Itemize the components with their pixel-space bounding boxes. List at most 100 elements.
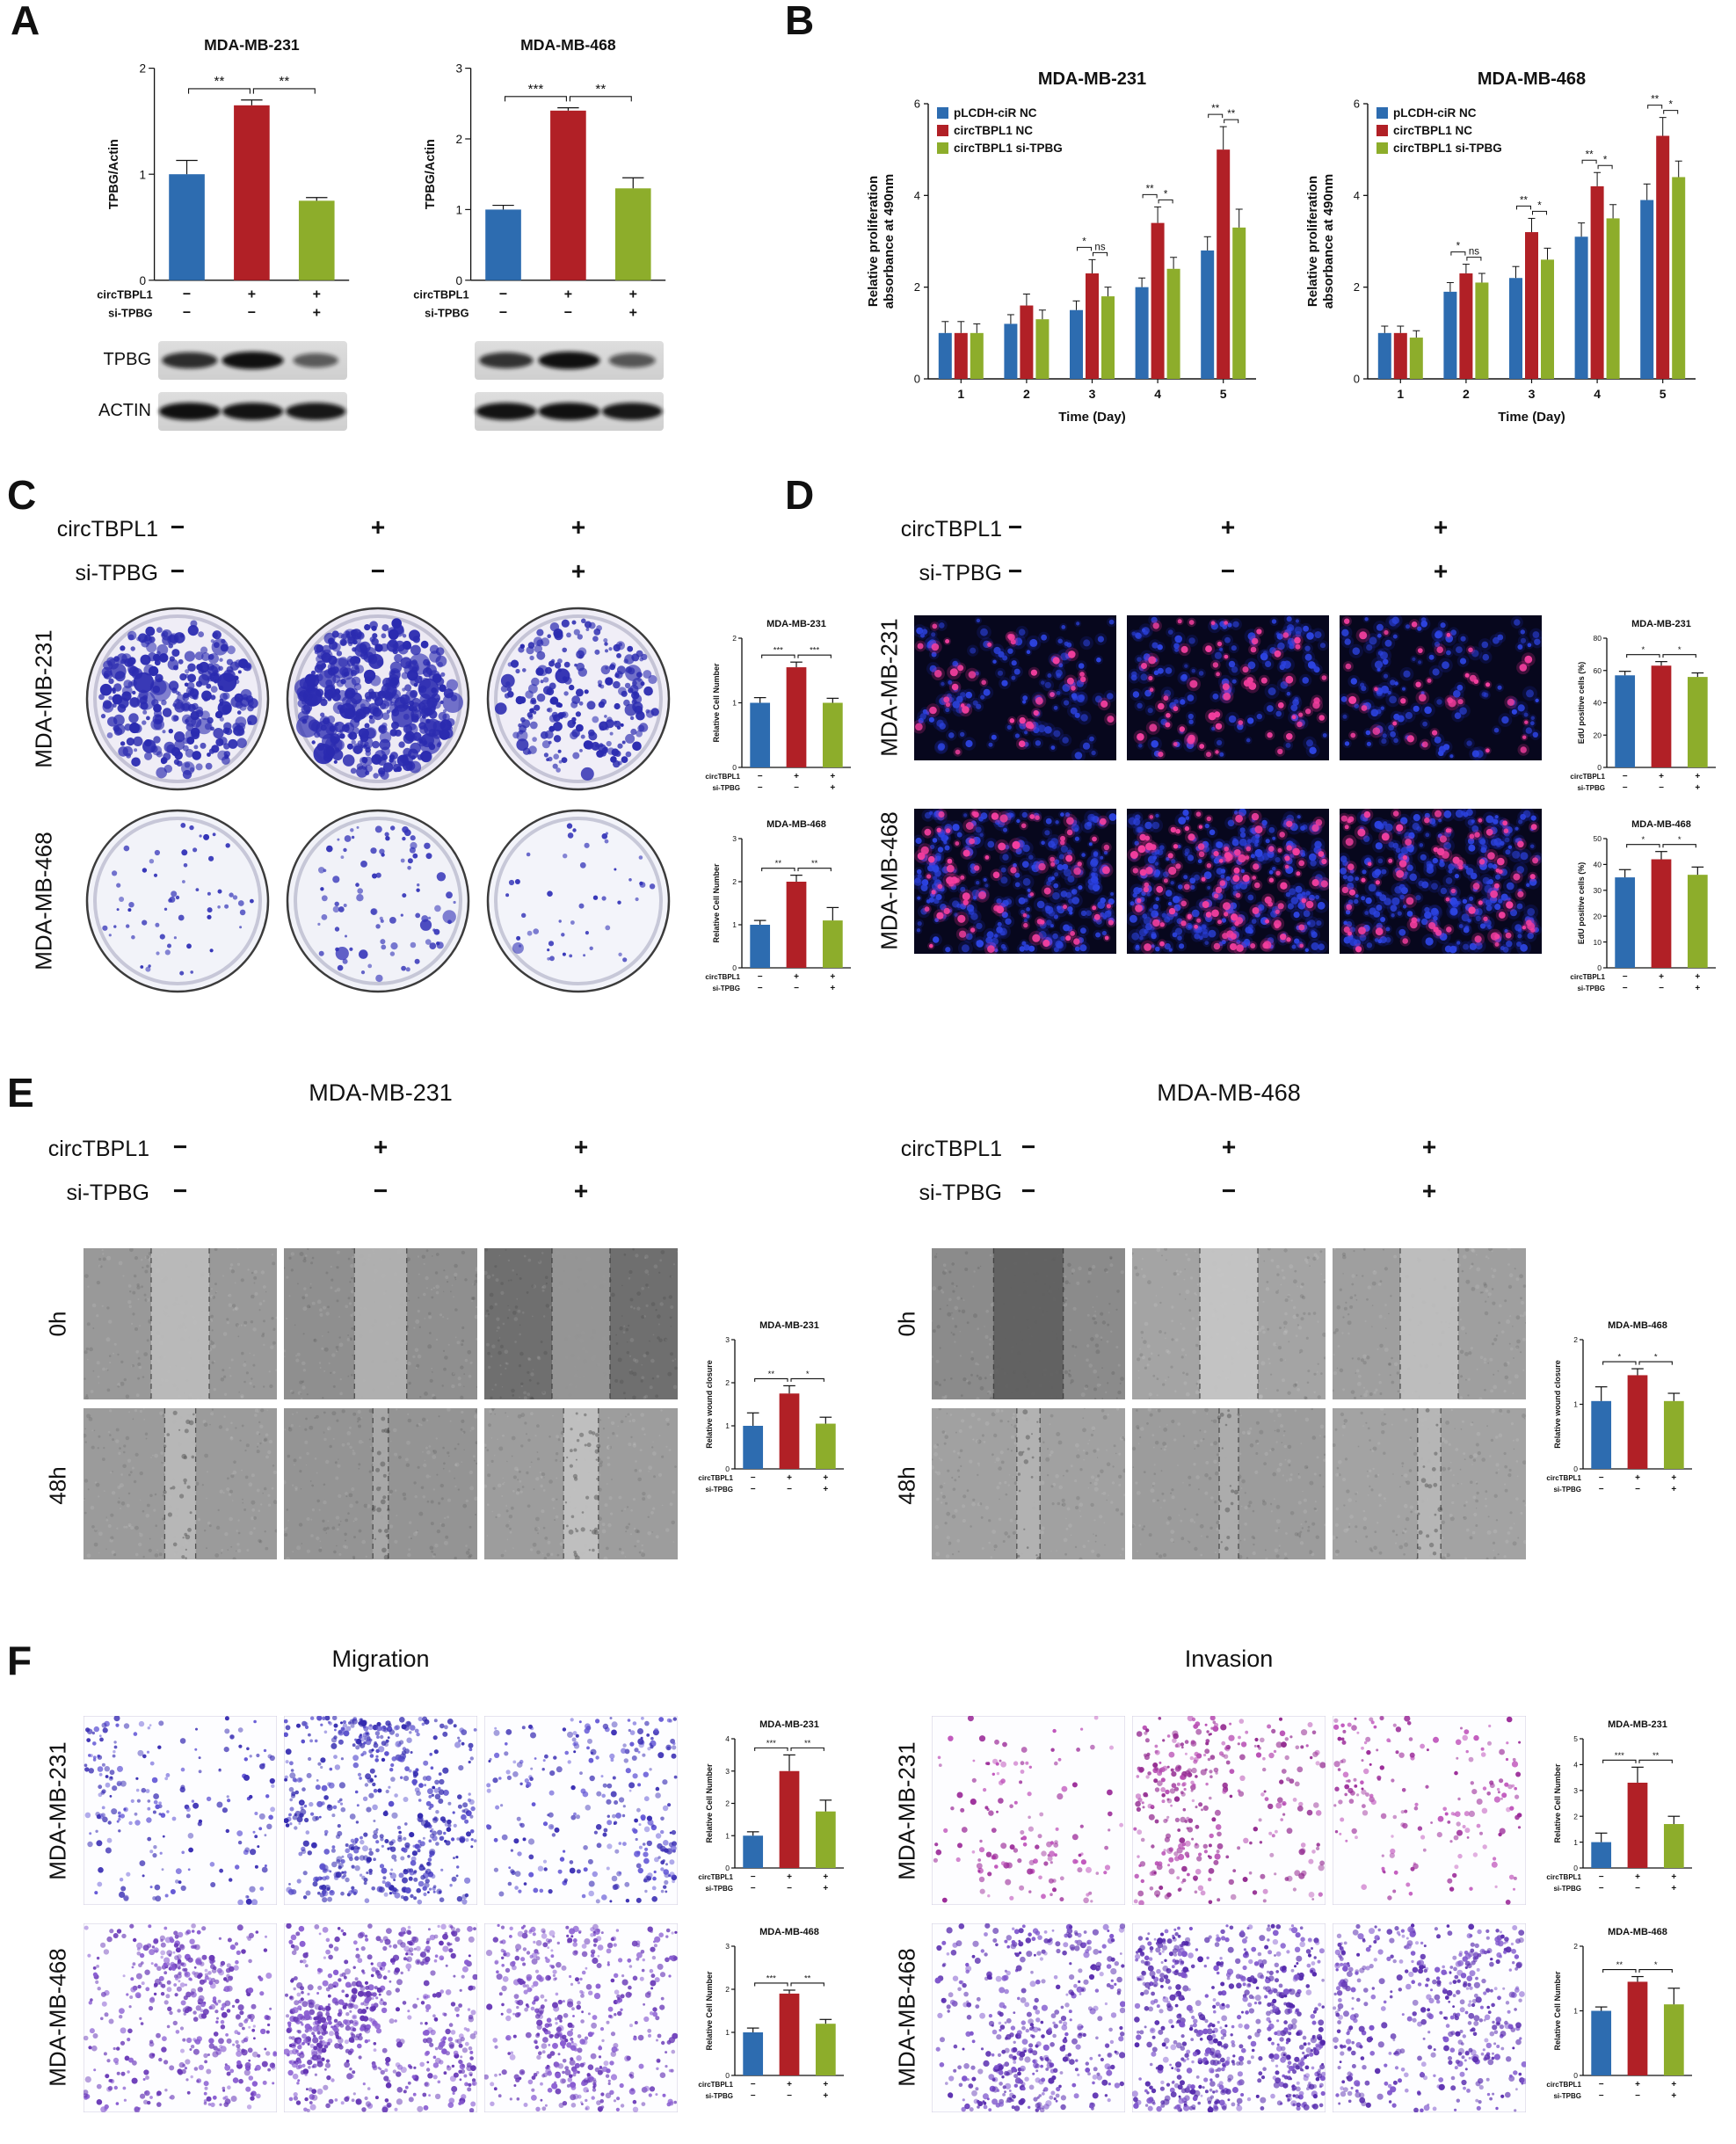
transwell-image-svg: [484, 1716, 678, 1905]
svg-text:si-TPBG: si-TPBG: [108, 306, 153, 319]
svg-text:−: −: [1623, 984, 1628, 993]
panel-f-row-label-mda-mb-468: MDA-MB-468: [44, 1948, 71, 2087]
dish-image-svg: [85, 809, 270, 993]
svg-text:Time (Day): Time (Day): [1498, 410, 1565, 425]
svg-text:10: 10: [1594, 938, 1602, 947]
svg-text:Relative Cell Number: Relative Cell Number: [712, 863, 721, 943]
svg-text:−: −: [499, 305, 507, 320]
svg-text:3: 3: [455, 62, 462, 76]
svg-text:+: +: [1659, 772, 1664, 781]
panel-f-title-migration: Migration: [331, 1646, 430, 1672]
svg-text:2: 2: [139, 62, 146, 76]
edu-fluorescence-image: [914, 809, 1116, 954]
svg-text:+: +: [794, 772, 799, 781]
svg-text:5: 5: [1660, 387, 1667, 401]
panel-f-label: F: [7, 1638, 33, 1683]
condition-label: circTBPL1: [900, 517, 1002, 541]
svg-text:+: +: [248, 287, 256, 302]
transwell-image-svg: [932, 1716, 1125, 1905]
transwell-image-svg: [284, 1716, 477, 1905]
edu-fluorescence-image: [1340, 809, 1542, 954]
western-blot-svg: [479, 352, 656, 369]
panel-f-chart-invasion-mda-mb-468: MDA-MB-468 0 1 2 Relative Cell Number ** * circ…: [1546, 1923, 1699, 2104]
svg-text:MDA-MB-231: MDA-MB-231: [204, 36, 300, 54]
svg-text:**: **: [214, 74, 225, 89]
wound-image-svg: [84, 1248, 277, 1399]
wound-healing-image: [1333, 1408, 1526, 1559]
panel-f-chart-migration-mda-mb-468: MDA-MB-468 0 1 2 3 Relative Cell Number *** ** c…: [698, 1923, 851, 2104]
fluor-image-svg: [914, 809, 1116, 954]
svg-text:circTBPL1: circTBPL1: [705, 773, 740, 781]
svg-text:absorbance at 490nm: absorbance at 490nm: [882, 174, 897, 309]
panel-a-chart-mda-mb-231: MDA-MB-231 0 1 2 TPBG/Actin ** ** circTBPL1 si-T…: [97, 32, 360, 325]
wound-healing-image: [1132, 1408, 1326, 1559]
wound-image-svg: [932, 1248, 1125, 1399]
svg-text:+: +: [1659, 972, 1664, 982]
svg-text:2: 2: [455, 133, 462, 146]
panel-e-conditions-right: circTBPL1− + + si-TPBG − − +: [879, 1133, 1494, 1225]
svg-text:*: *: [1641, 645, 1645, 655]
transwell-image: [932, 1716, 1125, 1905]
edu-fluorescence-image: [914, 615, 1116, 760]
panel-d-row-label-mda-mb-231: MDA-MB-231: [875, 618, 903, 757]
condition-label: circTBPL1: [56, 517, 158, 541]
svg-text:20: 20: [1594, 912, 1602, 920]
svg-text:6: 6: [914, 98, 920, 111]
svg-text:*: *: [1603, 155, 1608, 165]
panel-f-title-invasion: Invasion: [1184, 1646, 1274, 1672]
svg-text:TPBG/Actin: TPBG/Actin: [424, 139, 438, 209]
svg-text:4: 4: [1354, 189, 1360, 202]
svg-text:ns: ns: [1094, 242, 1105, 252]
svg-text:0: 0: [139, 274, 146, 287]
colony-dish-image: [85, 809, 270, 993]
svg-text:circTBPL1 NC: circTBPL1 NC: [1393, 124, 1472, 137]
wound-image-svg: [284, 1408, 477, 1559]
edu-fluorescence-image: [1340, 615, 1542, 760]
panel-c-conditions: circTBPL1− + + si-TPBG − − +: [53, 513, 668, 605]
wound-image-svg: [1132, 1248, 1326, 1399]
transwell-image: [932, 1923, 1125, 2112]
edu-fluorescence-image: [1127, 809, 1329, 954]
svg-text:−: −: [794, 783, 799, 793]
condition-symbol: +: [370, 513, 386, 541]
transwell-image-svg: [84, 1923, 277, 2112]
condition-symbol: +: [1220, 513, 1236, 541]
condition-symbol: +: [1421, 1177, 1437, 1204]
panel-d-label: D: [785, 472, 815, 518]
svg-text:MDA-MB-468: MDA-MB-468: [1631, 819, 1691, 830]
svg-text:**: **: [1651, 95, 1659, 105]
svg-text:**: **: [279, 74, 289, 89]
svg-text:*: *: [1537, 200, 1542, 211]
panel-f-chart-invasion-mda-mb-231: MDA-MB-231 0 1 2 3 4 5 Relative Cell Number *** *…: [1546, 1716, 1699, 1896]
svg-text:1: 1: [455, 204, 462, 217]
condition-symbol: −: [170, 513, 185, 541]
colony-dish-image: [85, 607, 270, 791]
transwell-image: [1132, 1923, 1326, 2112]
panel-b-chart-mda-mb-468: MDA-MB-468 Relative proliferation absorban…: [1299, 62, 1708, 435]
svg-text:3: 3: [1089, 387, 1096, 401]
svg-text:MDA-MB-468: MDA-MB-468: [520, 36, 616, 54]
blot-label-actin: ACTIN: [98, 401, 151, 420]
svg-text:2: 2: [1354, 280, 1360, 294]
svg-text:circTBPL1: circTBPL1: [97, 288, 152, 302]
svg-text:+: +: [1695, 772, 1700, 781]
western-blot-svg: [158, 403, 346, 420]
wound-row-label-0h: 0h: [44, 1311, 71, 1337]
svg-text:+: +: [313, 287, 321, 302]
wound-row-label-0h: 0h: [893, 1311, 920, 1337]
svg-text:5: 5: [1220, 387, 1227, 401]
western-blot-svg: [162, 352, 338, 369]
wound-healing-image: [484, 1248, 678, 1399]
western-blot-actin-mda-mb-231: [158, 392, 347, 431]
edu-fluorescence-image: [1127, 615, 1329, 760]
svg-text:MDA-MB-231: MDA-MB-231: [1631, 619, 1691, 629]
panel-f-chart-migration-mda-mb-231: MDA-MB-231 0 1 2 3 4 Relative Cell Number *** **…: [698, 1716, 851, 1896]
dish-image-svg: [85, 607, 270, 791]
condition-symbol: +: [573, 1177, 589, 1204]
transwell-image-svg: [1333, 1716, 1526, 1905]
svg-text:2: 2: [732, 877, 737, 886]
condition-symbol: −: [1021, 1133, 1036, 1160]
